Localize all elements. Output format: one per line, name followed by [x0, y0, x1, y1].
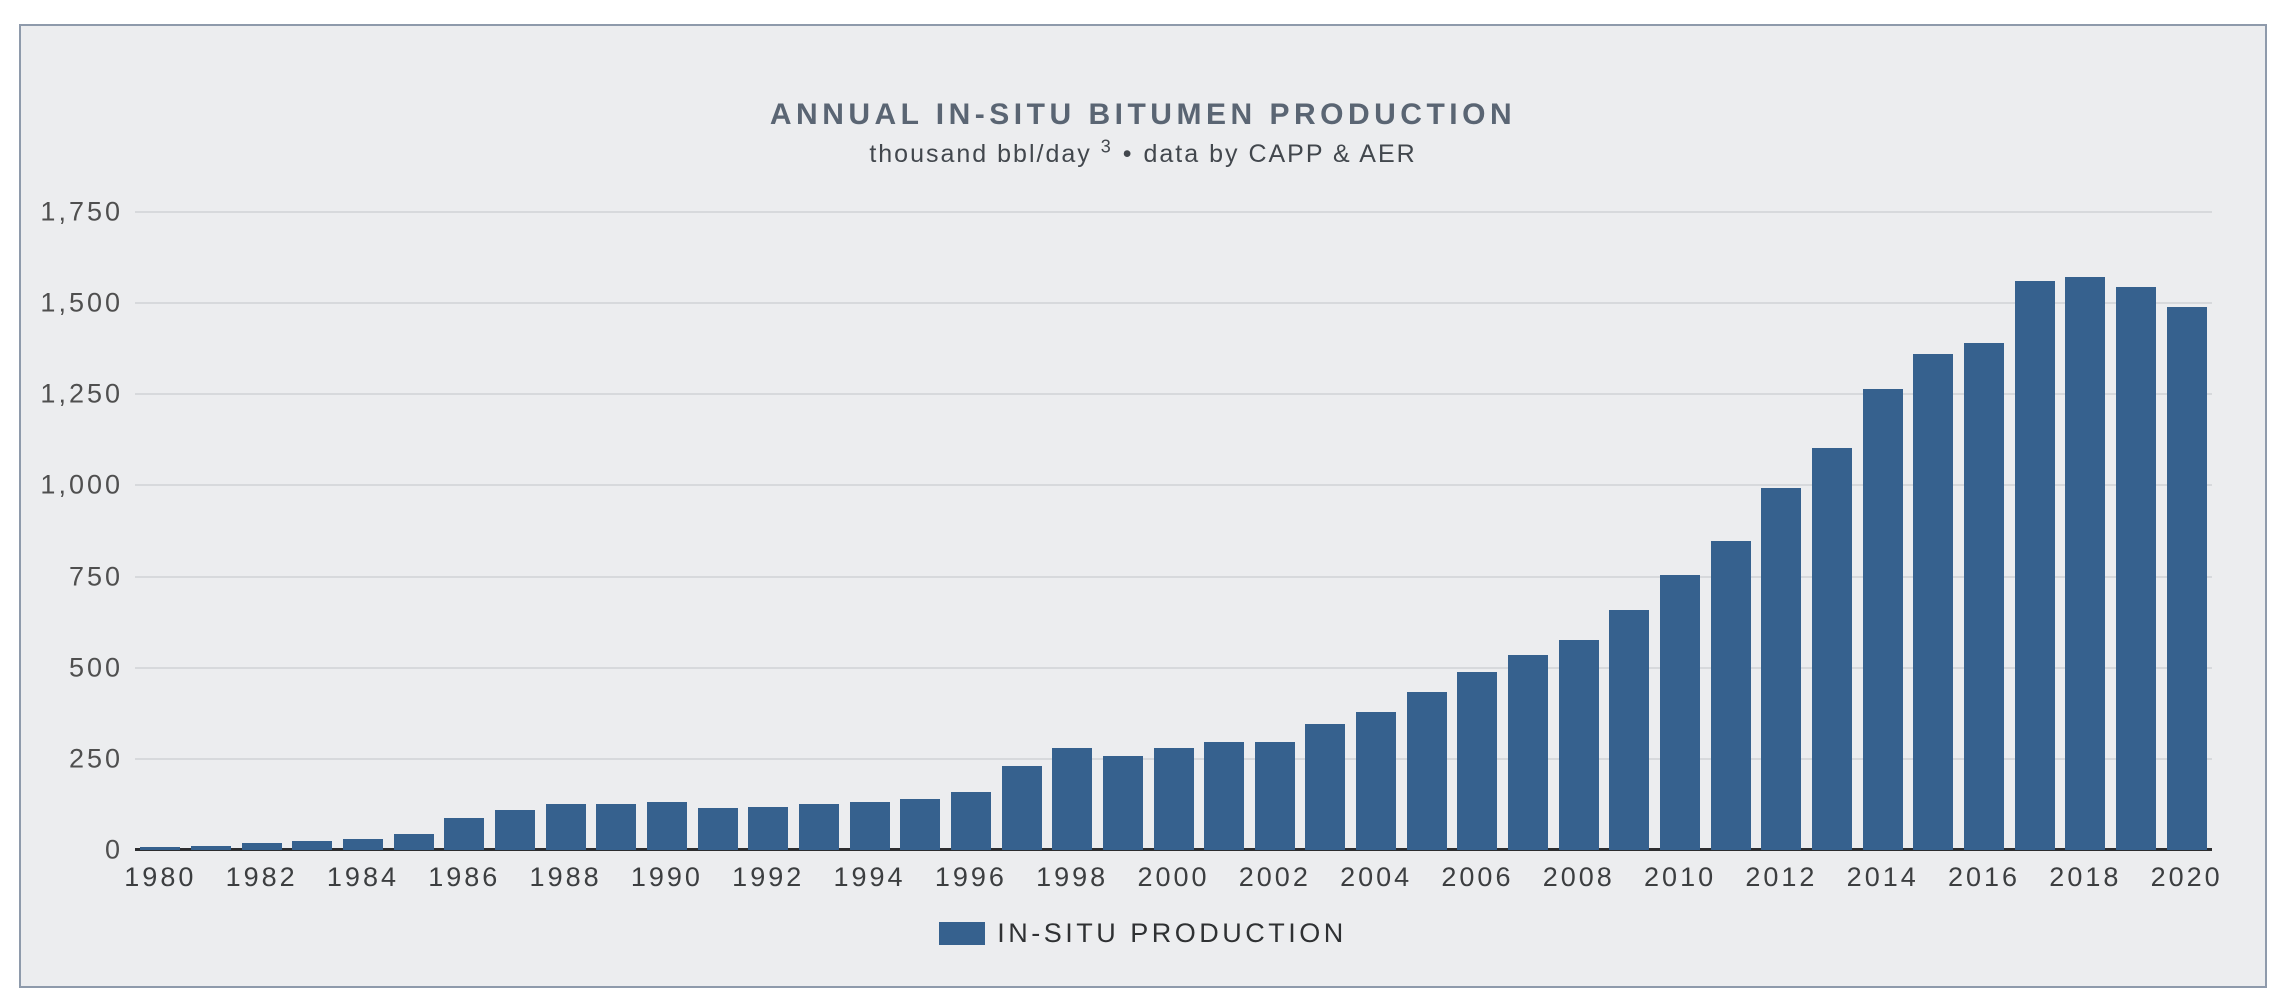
x-axis-tick-label-2016: 2016 [1947, 862, 2021, 892]
bar-1987[interactable] [494, 810, 535, 850]
bar-2014[interactable] [1862, 389, 1903, 850]
bar-1980[interactable] [140, 847, 181, 850]
bar-1983[interactable] [292, 841, 333, 850]
gridline-750 [135, 575, 2212, 578]
x-axis-tick-label-2008: 2008 [1542, 862, 1615, 892]
legend: IN-SITU PRODUCTION [21, 918, 2265, 949]
bar-2013[interactable] [1812, 448, 1853, 850]
y-axis-tick-label: 0 [104, 834, 123, 865]
y-axis-tick-label: 1,500 [40, 287, 123, 318]
bar-2020[interactable] [2166, 307, 2207, 850]
bar-2011[interactable] [1710, 541, 1751, 850]
bar-2012[interactable] [1761, 488, 1802, 850]
bar-1989[interactable] [596, 804, 637, 850]
bar-2004[interactable] [1356, 712, 1397, 850]
bar-1999[interactable] [1102, 756, 1143, 850]
x-axis-tick-label-1988: 1988 [529, 862, 602, 892]
y-axis-tick-label: 250 [68, 743, 123, 774]
bar-1985[interactable] [393, 834, 434, 850]
x-axis-tick-label-1994: 1994 [833, 862, 906, 892]
bar-2005[interactable] [1406, 692, 1447, 850]
x-axis-tick-label-2020: 2020 [2150, 862, 2223, 892]
bar-1995[interactable] [900, 799, 941, 850]
x-axis-tick-label-2002: 2002 [1238, 862, 1311, 892]
x-axis-tick-label-2006: 2006 [1441, 862, 1514, 892]
bar-1992[interactable] [748, 807, 789, 850]
x-axis-tick-label-2010: 2010 [1644, 862, 1717, 892]
bar-2009[interactable] [1609, 610, 1650, 850]
x-axis-tick-label-1984: 1984 [326, 862, 399, 892]
bar-2008[interactable] [1558, 640, 1599, 850]
bar-2003[interactable] [1305, 724, 1346, 850]
plot-area: 0 250 500 750 1,000 1,250 1,500 1,750 1980 1982 19… [40, 197, 2219, 893]
chart-frame: ANNUAL IN-SITU BITUMEN PRODUCTION thousa… [19, 24, 2267, 988]
bar-2015[interactable] [1913, 354, 1954, 850]
footnote-marker: 3 [1100, 136, 1113, 157]
x-axis-tick-label-1998: 1998 [1036, 862, 1109, 892]
gridline-1500 [135, 302, 2212, 305]
bar-1991[interactable] [697, 808, 738, 850]
x-axis-tick-label-2012: 2012 [1745, 862, 1818, 892]
bar-2000[interactable] [1153, 748, 1194, 850]
bar-2016[interactable] [1964, 343, 2005, 850]
gridline-1000 [135, 484, 2212, 487]
chart-title: ANNUAL IN-SITU BITUMEN PRODUCTION [769, 98, 1517, 131]
bar-1997[interactable] [1001, 766, 1042, 850]
bar-1984[interactable] [342, 839, 383, 850]
legend-swatch-icon [939, 922, 986, 945]
bar-1986[interactable] [444, 818, 485, 850]
bar-1994[interactable] [849, 802, 890, 850]
x-axis-tick-label-1980: 1980 [124, 862, 197, 892]
y-axis-tick-label: 500 [68, 652, 123, 683]
bar-2001[interactable] [1204, 742, 1245, 850]
bar-2017[interactable] [2014, 281, 2055, 850]
bar-2006[interactable] [1457, 672, 1498, 850]
x-axis-tick-label-1990: 1990 [630, 862, 703, 892]
legend-label: IN-SITU PRODUCTION [997, 918, 1347, 948]
chart-subtitle: thousand bbl/day 3 • data by CAPP & AER [21, 136, 2265, 169]
y-axis-tick-label: 1,750 [40, 196, 123, 227]
bar-1998[interactable] [1052, 748, 1093, 850]
x-axis-tick-label-1992: 1992 [732, 862, 805, 892]
x-axis-tick-label-2000: 2000 [1137, 862, 1210, 892]
gridline-1750 [135, 211, 2212, 213]
bar-1993[interactable] [798, 804, 839, 850]
bar-1988[interactable] [545, 804, 586, 850]
gridline-1250 [135, 393, 2212, 396]
y-axis-tick-label: 1,250 [40, 378, 123, 409]
bar-1996[interactable] [950, 792, 991, 850]
subtitle-source: data by CAPP & AER [1143, 140, 1417, 168]
bar-2018[interactable] [2065, 277, 2106, 850]
bar-1990[interactable] [646, 802, 687, 850]
x-axis-tick-label-2014: 2014 [1846, 862, 1919, 892]
x-axis-tick-label-1986: 1986 [428, 862, 501, 892]
gridline-500 [135, 666, 2212, 669]
subtitle-unit: thousand bbl/day [869, 140, 1092, 168]
bar-2002[interactable] [1254, 742, 1295, 850]
x-axis-tick-label-2004: 2004 [1340, 862, 1413, 892]
x-axis-tick-label-1982: 1982 [225, 862, 298, 892]
bar-2007[interactable] [1508, 655, 1549, 850]
bar-2010[interactable] [1660, 575, 1701, 850]
bar-2019[interactable] [2116, 287, 2156, 850]
x-axis-tick-label-2018: 2018 [2049, 862, 2122, 892]
y-axis-tick-label: 1,000 [40, 469, 123, 500]
y-axis-tick-label: 750 [68, 561, 123, 592]
bar-1981[interactable] [190, 846, 231, 850]
bullet-separator-icon: • [1122, 140, 1134, 168]
bar-1982[interactable] [241, 843, 282, 850]
x-axis-tick-label-1996: 1996 [934, 862, 1007, 892]
